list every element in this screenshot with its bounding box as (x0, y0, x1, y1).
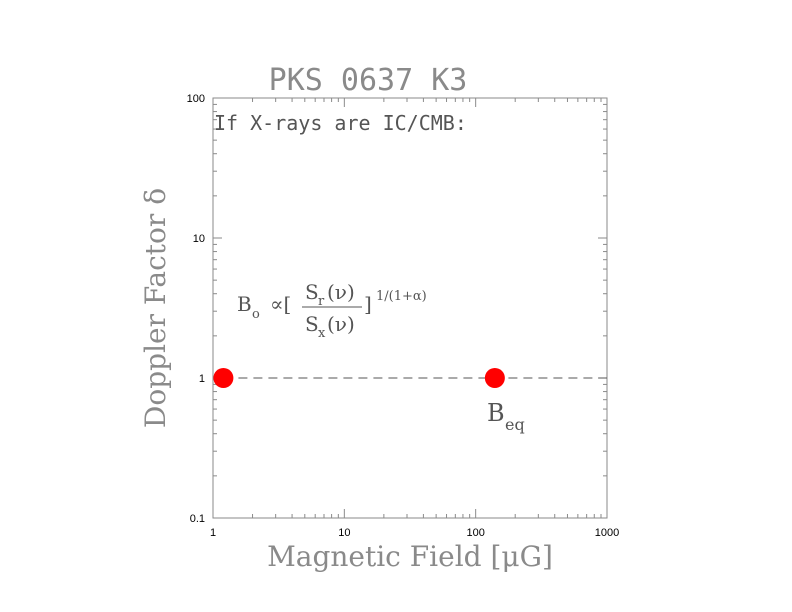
formula-exponent: 1/(1+α) (376, 289, 427, 304)
beq-label: B (487, 399, 505, 427)
data-point (213, 368, 234, 388)
x-tick-label: 1000 (595, 527, 619, 539)
formula-annotation: B o ∝[ S r (ν) S x (ν) ] 1/(1+α) (237, 280, 427, 341)
formula-proportional: ∝[ (270, 292, 291, 316)
y-tick-label: 0.1 (190, 513, 205, 525)
data-point (484, 368, 505, 388)
data-series (213, 368, 607, 388)
formula-denominator: S (305, 312, 319, 336)
minor-ticks (213, 98, 607, 518)
formula-close-bracket: ] (364, 292, 372, 316)
formula-numerator-arg: (ν) (327, 280, 355, 304)
tick-labels: 1 10 100 1000 0.1 1 10 100 (187, 93, 620, 539)
formula-numerator: S (305, 280, 319, 304)
x-axis-label: Magnetic Field [μG] (267, 540, 553, 573)
chart-title: PKS 0637 K3 (269, 63, 468, 98)
y-tick-label: 100 (187, 93, 205, 105)
plot-frame (212, 97, 608, 519)
x-tick-label: 1 (210, 527, 216, 539)
y-tick-label: 1 (199, 373, 205, 385)
x-tick-label: 10 (338, 527, 350, 539)
y-tick-label: 10 (193, 233, 205, 245)
beq-label-sub: eq (505, 415, 525, 434)
y-axis-label: Doppler Factor δ (139, 188, 172, 428)
formula-lhs: B (237, 292, 252, 316)
formula-numerator-sub: r (318, 294, 325, 309)
formula-denominator-arg: (ν) (327, 312, 355, 336)
annotation-condition: If X-rays are IC/CMB: (214, 111, 467, 135)
formula-lhs-sub: o (252, 307, 260, 322)
x-tick-label: 100 (466, 527, 484, 539)
formula-denominator-sub: x (318, 326, 326, 341)
